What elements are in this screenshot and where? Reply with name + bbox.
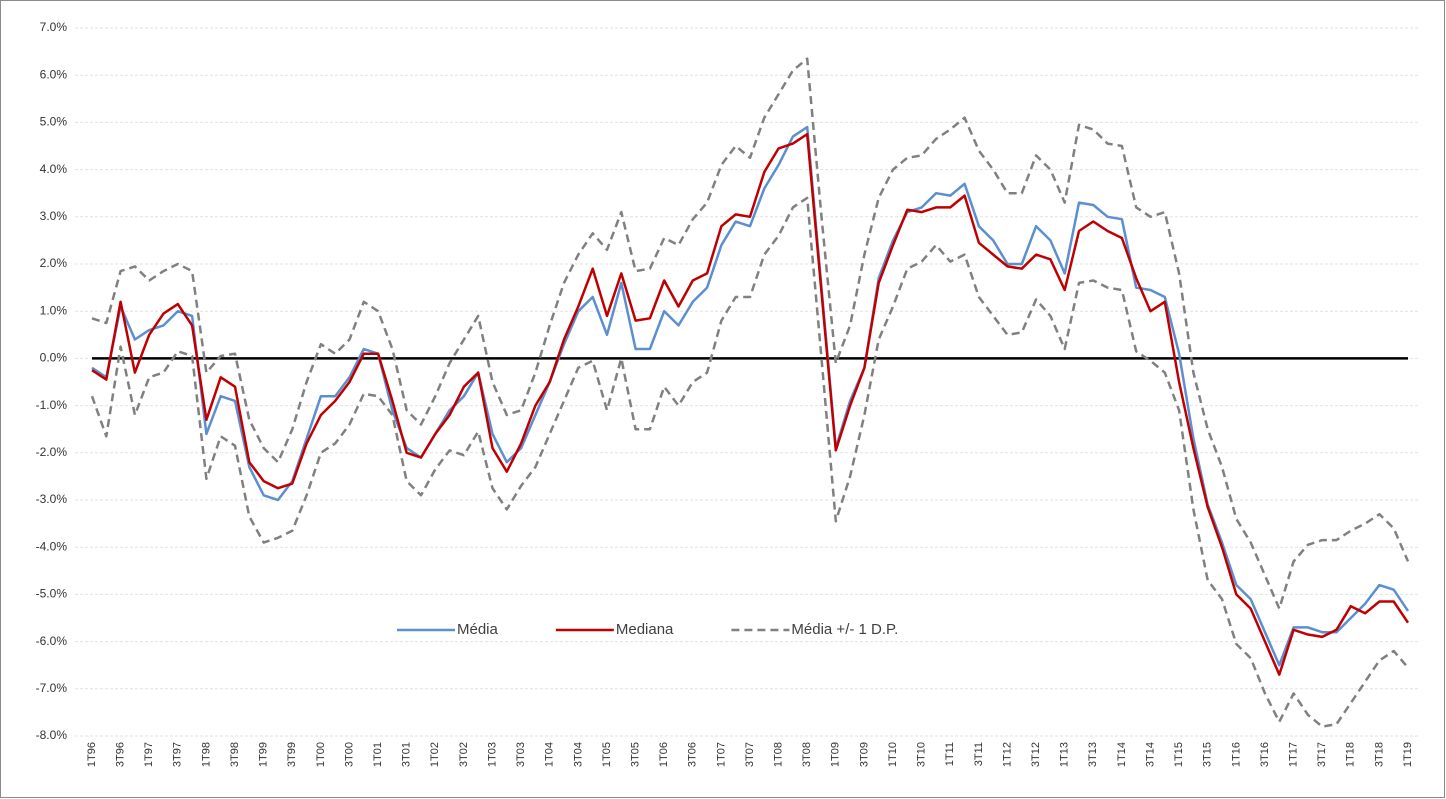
x-tick-label: 3T06 [687,742,699,767]
x-tick-label: 1T10 [887,742,899,767]
x-tick-label: 1T12 [1001,742,1013,767]
y-tick-label: -3.0% [36,492,68,506]
x-tick-label: 1T08 [773,742,785,767]
x-tick-label: 3T96 [115,742,127,767]
y-tick-label: 5.0% [40,115,68,129]
y-tick-label: 4.0% [40,162,68,176]
y-tick-label: 6.0% [40,67,68,81]
legend-label: Média [457,621,499,638]
band-line [91,57,1410,610]
y-tick-label: -1.0% [36,398,68,412]
x-tick-label: 3T99 [286,742,298,767]
x-tick-label: 3T12 [1030,742,1042,767]
x-tick-label: 1T09 [830,742,842,767]
y-tick-label: 3.0% [40,209,68,223]
series-line [91,125,1410,667]
x-tick-label: 3T04 [572,742,584,767]
x-tick-label: 3T11 [973,742,985,766]
x-tick-label: 1T18 [1345,742,1357,767]
x-tick-label: 3T09 [858,742,870,767]
y-tick-label: -5.0% [36,587,68,601]
x-tick-label: 1T19 [1402,742,1414,767]
x-tick-label: 1T98 [200,742,212,767]
x-tick-label: 3T00 [343,742,355,767]
x-tick-label: 3T13 [1087,742,1099,767]
x-tick-label: 1T97 [143,742,155,767]
x-tick-label: 3T07 [744,742,756,767]
x-tick-label: 1T05 [601,742,613,767]
y-tick-label: -2.0% [36,445,68,459]
x-tick-label: 1T04 [544,742,556,767]
x-tick-label: 1T06 [658,742,670,767]
band-line [90,196,1409,728]
legend-label: Mediana [616,621,674,638]
x-tick-label: 1T13 [1059,742,1071,767]
y-tick-label: 7.0% [40,20,68,34]
x-tick-label: 1T99 [258,742,270,767]
series-line [91,132,1410,676]
y-tick-label: -4.0% [36,539,68,553]
x-tick-label: 1T15 [1173,742,1185,767]
x-tick-label: 3T03 [515,742,527,767]
x-tick-label: 3T08 [801,742,813,767]
x-tick-label: 3T02 [458,742,470,767]
y-tick-label: -6.0% [36,634,68,648]
x-tick-label: 1T07 [715,742,727,767]
x-tick-label: 3T17 [1316,742,1328,767]
y-tick-label: -8.0% [36,728,68,742]
x-tick-label: 1T01 [372,742,384,767]
x-tick-label: 3T16 [1259,742,1271,767]
legend-label: Média +/- 1 D.P. [791,621,898,638]
x-tick-label: 3T97 [172,742,184,767]
x-tick-label: 1T02 [429,742,441,767]
x-tick-label: 3T05 [629,742,641,767]
x-tick-label: 1T03 [486,742,498,767]
x-tick-label: 3T15 [1202,742,1214,767]
y-tick-label: 2.0% [40,256,68,270]
y-tick-label: -7.0% [36,681,68,695]
x-tick-label: 3T18 [1373,742,1385,767]
x-tick-label: 1T16 [1230,742,1242,767]
x-tick-label: 1T11 [944,742,956,766]
x-tick-label: 3T98 [229,742,241,767]
y-tick-label: 0.0% [40,351,68,365]
y-tick-label: 1.0% [40,303,68,317]
x-tick-label: 1T00 [315,742,327,767]
x-tick-label: 3T10 [916,742,928,767]
x-tick-label: 3T14 [1144,742,1156,767]
x-tick-label: 3T01 [401,742,413,767]
x-tick-label: 1T14 [1116,742,1128,767]
x-tick-label: 1T17 [1287,742,1299,767]
x-tick-label: 1T96 [86,742,98,767]
